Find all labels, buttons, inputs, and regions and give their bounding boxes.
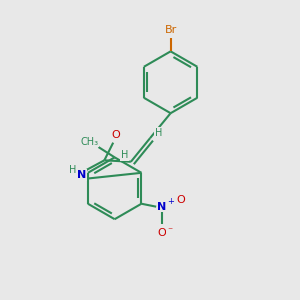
Text: O: O — [176, 195, 185, 205]
Text: N: N — [77, 170, 86, 180]
Text: ⁻: ⁻ — [167, 226, 172, 236]
Text: CH₃: CH₃ — [81, 137, 99, 147]
Text: H: H — [154, 128, 162, 138]
Text: N: N — [158, 202, 167, 212]
Text: H: H — [121, 150, 128, 160]
Text: O: O — [158, 228, 167, 238]
Text: H: H — [69, 165, 76, 175]
Text: Br: Br — [164, 25, 177, 35]
Text: O: O — [112, 130, 121, 140]
Text: +: + — [167, 197, 174, 206]
